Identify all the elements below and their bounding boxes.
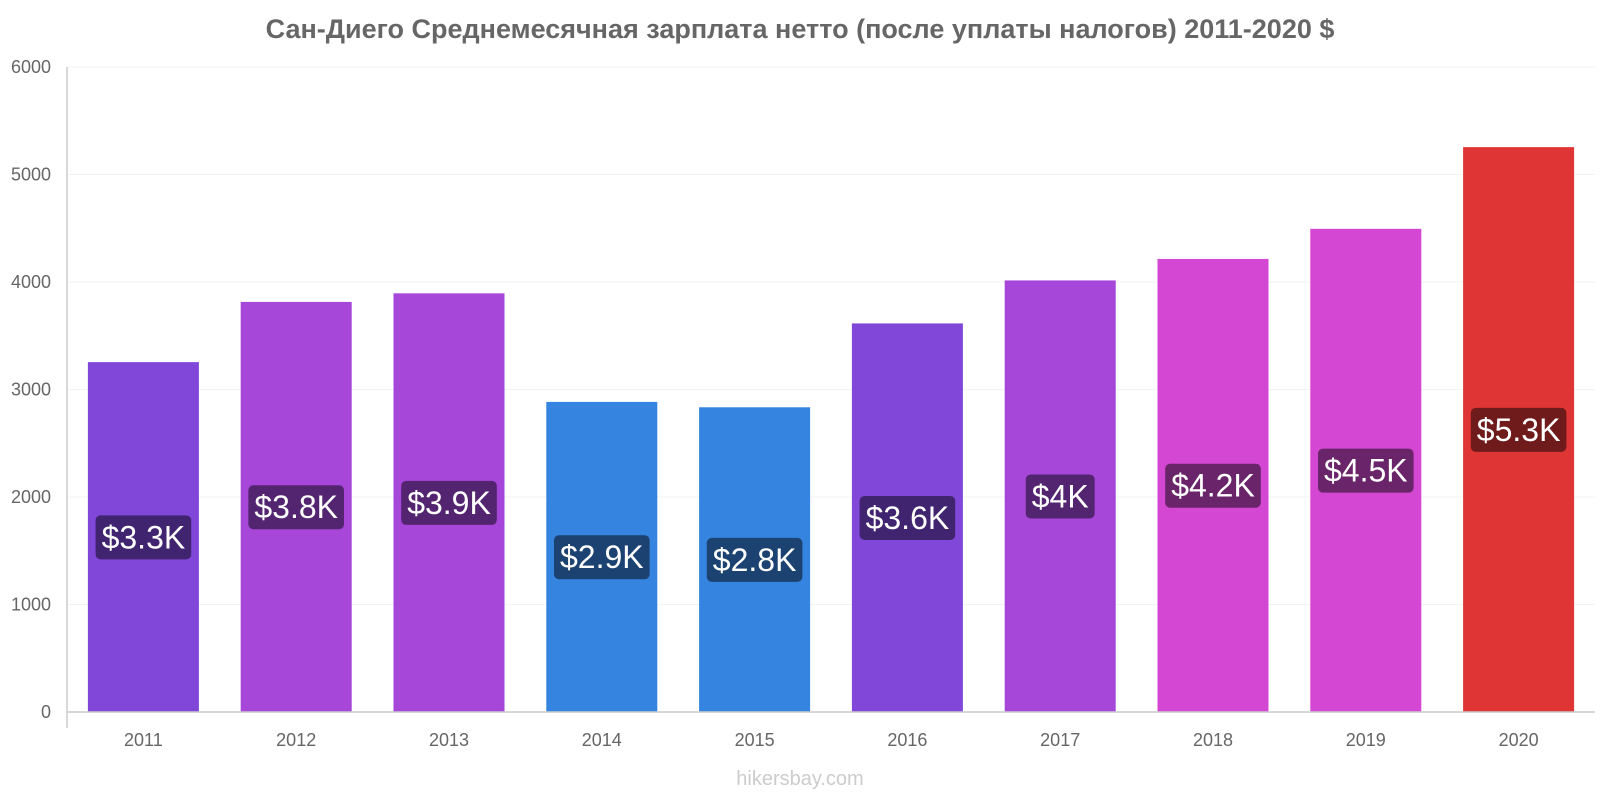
data-label-text: $2.9K <box>560 539 644 575</box>
bars <box>87 147 1575 713</box>
data-label-text: $4.2K <box>1171 468 1255 504</box>
data-label-box <box>859 495 956 540</box>
data-label-2018: $4.2K <box>1165 463 1261 508</box>
data-labels: $3.3K $3.8K $3.9K $2.9K $2.8K $3.6K $4K $4.2K $4… <box>95 407 1567 582</box>
data-label-text: $4.5K <box>1324 453 1408 489</box>
y-tick-label: 0 <box>41 702 51 722</box>
data-label-text: $2.8K <box>713 542 797 578</box>
data-label-text: $3.8K <box>254 489 338 525</box>
y-tick-label: 1000 <box>11 595 51 615</box>
x-tick-label: 2020 <box>1499 730 1539 750</box>
x-tick-label: 2011 <box>124 730 163 750</box>
x-tick-label: 2012 <box>276 730 316 750</box>
data-label-box <box>706 537 803 582</box>
data-label-text: $4K <box>1032 478 1089 514</box>
data-label-box <box>248 485 345 530</box>
data-label-text: $3.9K <box>407 485 491 521</box>
x-tick-label: 2019 <box>1346 730 1386 750</box>
data-label-2012: $3.8K <box>248 485 345 530</box>
data-label-2016: $3.6K <box>859 495 956 540</box>
data-label-text: $5.3K <box>1477 412 1561 448</box>
x-tick-label: 2014 <box>582 730 622 750</box>
data-label-text: $3.3K <box>102 519 186 555</box>
y-tick-label: 4000 <box>11 272 51 292</box>
y-tick-label: 2000 <box>11 487 51 507</box>
data-label-box <box>1470 407 1567 452</box>
data-label-text: $3.6K <box>866 500 950 536</box>
axes: 0 1000 2000 3000 4000 5000 6000 2011 2012 2013 201… <box>11 57 1595 750</box>
data-label-2011: $3.3K <box>95 515 192 560</box>
data-label-box <box>401 480 497 525</box>
data-label-2017: $4K <box>1025 474 1095 519</box>
data-label-box <box>1025 474 1095 519</box>
data-label-2014: $2.9K <box>553 535 650 580</box>
data-label-2020: $5.3K <box>1470 407 1567 452</box>
data-label-2019: $4.5K <box>1317 448 1414 493</box>
x-tick-label: 2013 <box>429 730 469 750</box>
data-label-box <box>95 515 192 560</box>
x-tick-label: 2016 <box>887 730 927 750</box>
y-tick-label: 6000 <box>11 57 51 77</box>
watermark: hikersbay.com <box>736 768 864 790</box>
data-label-2013: $3.9K <box>401 480 497 525</box>
data-label-box <box>553 535 650 580</box>
data-label-box <box>1317 448 1414 493</box>
data-label-box <box>1165 463 1261 508</box>
x-tick-label: 2017 <box>1040 730 1080 750</box>
y-tick-label: 3000 <box>11 380 51 400</box>
x-tick-label: 2018 <box>1193 730 1233 750</box>
chart-title: Сан-Диего Среднемесячная зарплата нетто … <box>265 14 1335 44</box>
data-label-2015: $2.8K <box>706 537 803 582</box>
x-tick-label: 2015 <box>735 730 775 750</box>
y-tick-label: 5000 <box>11 165 51 185</box>
